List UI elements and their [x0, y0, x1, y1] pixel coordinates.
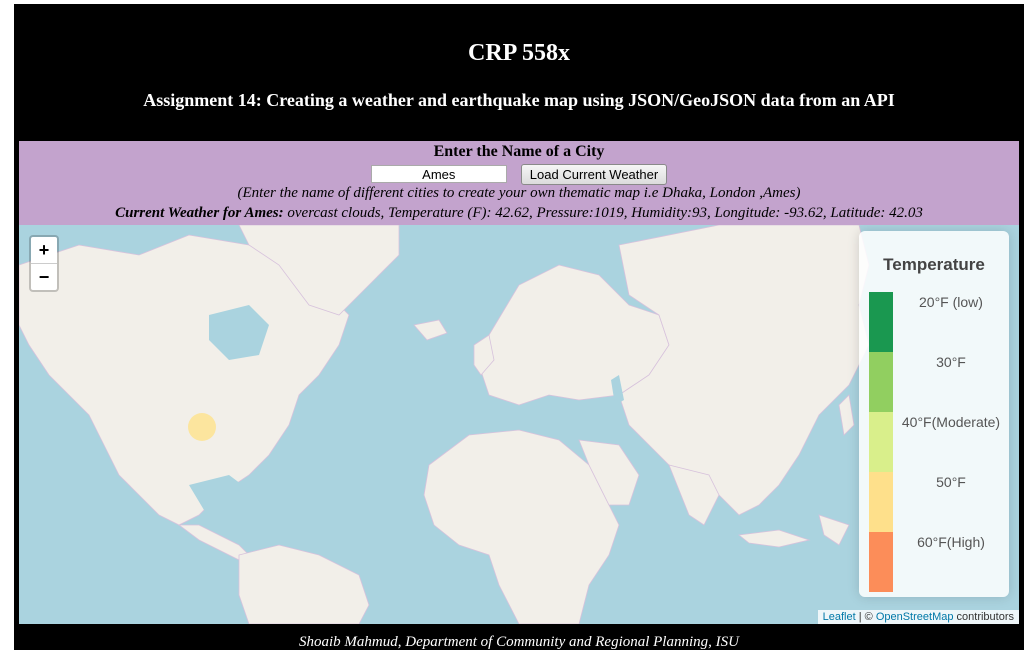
zoom-in-button[interactable]: + [31, 237, 57, 264]
weather-map[interactable]: + − Temperature 20°F (low) 30°F 40°F(Mod… [19, 225, 1019, 624]
page-title: CRP 558x [468, 40, 570, 66]
legend-swatch [869, 292, 893, 352]
legend-item: 30°F [869, 352, 1009, 412]
city-marker [188, 413, 216, 441]
city-form-label: Enter the Name of a City [433, 143, 605, 160]
legend-item: 60°F(High) [869, 532, 1009, 592]
legend-item: 40°F(Moderate) [869, 412, 1009, 472]
load-weather-button[interactable]: Load Current Weather [520, 163, 668, 185]
attribution-suffix: contributors [953, 611, 1014, 623]
legend-swatch [869, 352, 893, 412]
page-footer: Shoaib Mahmud, Department of Community a… [299, 634, 739, 650]
legend-item: 20°F (low) [869, 292, 1009, 352]
temperature-legend: Temperature 20°F (low) 30°F 40°F(Moderat… [859, 231, 1009, 597]
page-container: CRP 558x Assignment 14: Creating a weath… [14, 4, 1024, 650]
leaflet-link[interactable]: Leaflet [822, 611, 856, 623]
legend-item: 50°F [869, 472, 1009, 532]
openstreetmap-link[interactable]: OpenStreetMap [875, 611, 954, 623]
legend-label: 50°F [936, 474, 966, 490]
legend-label: 40°F(Moderate) [901, 414, 1001, 430]
page-subtitle: Assignment 14: Creating a weather and ea… [143, 90, 895, 110]
city-input[interactable]: Ames [370, 165, 507, 183]
legend-label: 60°F(High) [917, 534, 985, 550]
legend-label: 30°F [936, 354, 966, 370]
current-weather-details: overcast clouds, Temperature (F): 42.62,… [287, 205, 923, 221]
current-weather-prefix: Current Weather for Ames: [115, 205, 284, 221]
legend-swatch [869, 472, 893, 532]
legend-swatch [869, 412, 893, 472]
current-weather: Current Weather for Ames: overcast cloud… [19, 205, 1019, 222]
city-form-row: Ames Load Current Weather [19, 163, 1019, 185]
legend-swatch [869, 532, 893, 592]
zoom-control: + − [29, 235, 59, 292]
legend-title: Temperature [883, 255, 985, 274]
zoom-out-button[interactable]: − [38, 267, 50, 287]
city-hint: (Enter the name of different cities to c… [237, 185, 801, 201]
city-form-panel: Enter the Name of a City Ames Load Curre… [19, 141, 1019, 225]
map-tiles [19, 225, 1019, 624]
legend-label: 20°F (low) [919, 294, 983, 310]
map-attribution: Leaflet | © OpenStreetMap contributors [817, 610, 1019, 624]
attribution-separator: | © [855, 611, 876, 623]
